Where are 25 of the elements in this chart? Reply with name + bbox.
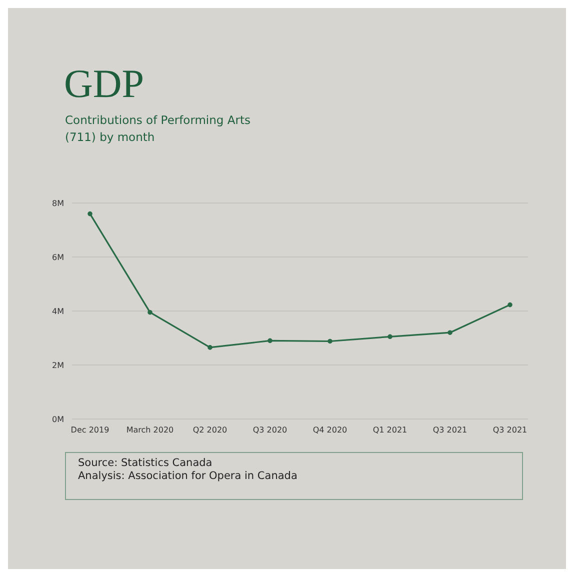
point <box>88 211 92 216</box>
x-tick-label: March 2020 <box>126 426 174 435</box>
point <box>328 338 332 344</box>
point <box>208 345 212 350</box>
x-tick-label: Q3 2021 <box>432 426 468 435</box>
x-tick-label: Q4 2020 <box>312 426 348 435</box>
y-tick-label: 2M <box>52 360 64 370</box>
y-tick-label: 8M <box>52 198 64 208</box>
point <box>268 338 272 344</box>
point <box>508 302 512 308</box>
point <box>388 334 392 340</box>
x-tick-label: Q2 2020 <box>192 426 228 435</box>
source-note: Source: Statistics Canada <box>78 457 214 470</box>
x-tick-label: Q3 2020 <box>252 426 288 435</box>
y-tick-label: 6M <box>52 252 64 262</box>
chart-subtitle: Contributions of Performing Arts (711) by month <box>65 112 252 146</box>
y-tick-label: 4M <box>52 306 64 316</box>
text: Analysis: Association for Opera in Canada <box>78 470 298 483</box>
chart-title: GDP <box>64 60 144 107</box>
x-tick-label: Dec 2019 <box>70 426 110 435</box>
x-tick-label: Q1 2021 <box>372 426 408 435</box>
point <box>148 310 152 315</box>
y-tick-label: 0M <box>52 414 64 424</box>
point <box>448 330 452 335</box>
x-tick-label: Q3 2021 <box>492 426 528 435</box>
